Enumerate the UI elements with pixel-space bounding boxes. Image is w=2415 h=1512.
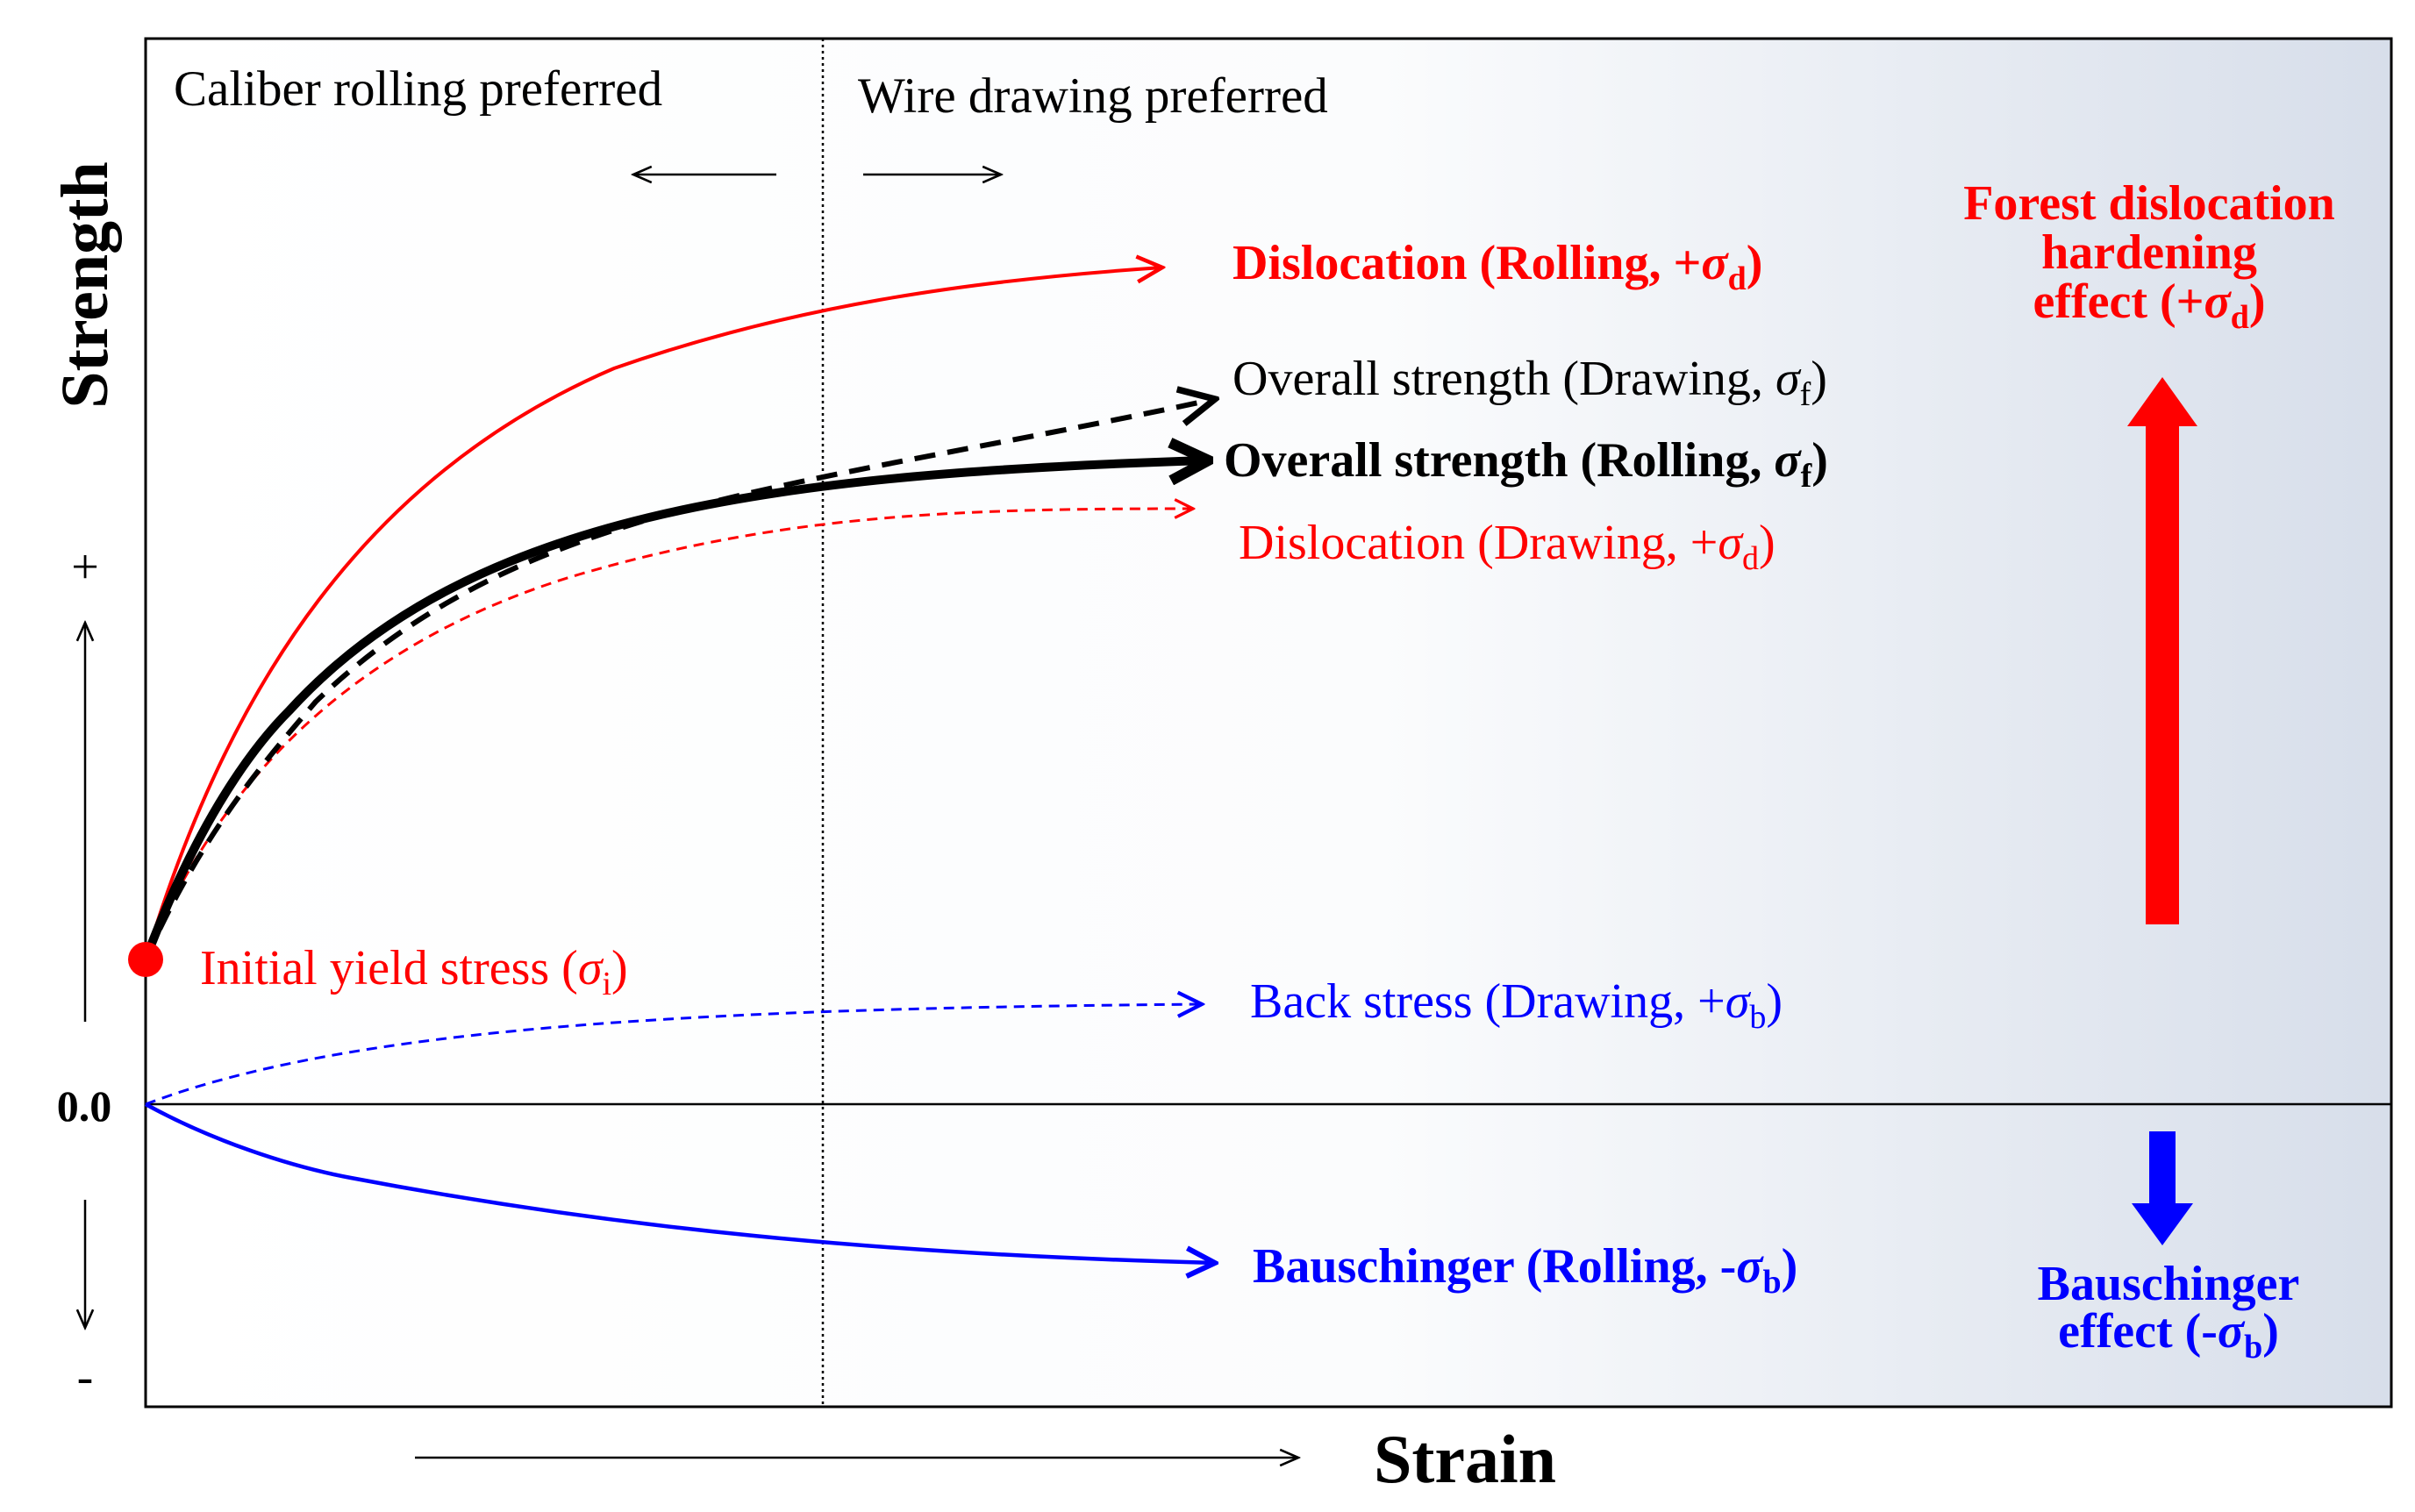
zero-label: 0.0: [57, 1081, 112, 1130]
overall-rolling-curve: [141, 460, 1206, 961]
forest-label-line2: hardening: [2041, 225, 2257, 280]
bauschinger-effect-arrow: [2132, 1131, 2193, 1245]
bauschinger-effect-label: Bauschinger effect (-σb): [2038, 1257, 2300, 1366]
dislocation-rolling-label: Dislocation (Rolling, +σd): [1233, 236, 1762, 297]
back-stress-label: Back stress (Drawing, +σb): [1250, 974, 1783, 1036]
forest-label-line1: Forest dislocation: [1963, 176, 2335, 231]
y-minus-sign: -: [77, 1350, 94, 1404]
overall-drawing-label: Overall strength (Drawing, σf): [1233, 352, 1827, 413]
bauschinger-rolling-label: Bauschinger (Rolling, -σb): [1253, 1239, 1797, 1301]
forest-label-line3: effect (+σd): [2033, 275, 2265, 336]
wire-drawing-label: Wire drawing preferred: [858, 68, 1328, 124]
caliber-rolling-label: Caliber rolling preferred: [174, 61, 662, 117]
plot-panel: [144, 37, 2393, 1409]
initial-yield-label: Initial yield stress (σi): [200, 941, 628, 1002]
forest-hardening-arrow: [2127, 377, 2197, 924]
dislocation-drawing-label: Dislocation (Drawing, +σd): [1239, 516, 1776, 577]
x-axis-label: Strain: [1374, 1421, 1556, 1497]
y-axis-label: Strength: [48, 161, 122, 409]
overall-drawing-curve: [143, 399, 1215, 961]
bauschinger-effect-line1: Bauschinger: [2038, 1257, 2300, 1311]
dislocation-rolling-curve: [144, 267, 1162, 960]
back-stress-curve: [145, 1004, 1202, 1106]
y-plus-sign: +: [71, 540, 99, 595]
initial-yield-point: [128, 942, 163, 977]
bauschinger-curve: [144, 1102, 1215, 1263]
forest-hardening-effect-label: Forest dislocation hardening effect (+σd…: [1963, 176, 2335, 336]
overall-rolling-label: Overall strength (Rolling, σf): [1224, 433, 1828, 495]
bauschinger-effect-line2: effect (-σb): [2058, 1304, 2279, 1366]
